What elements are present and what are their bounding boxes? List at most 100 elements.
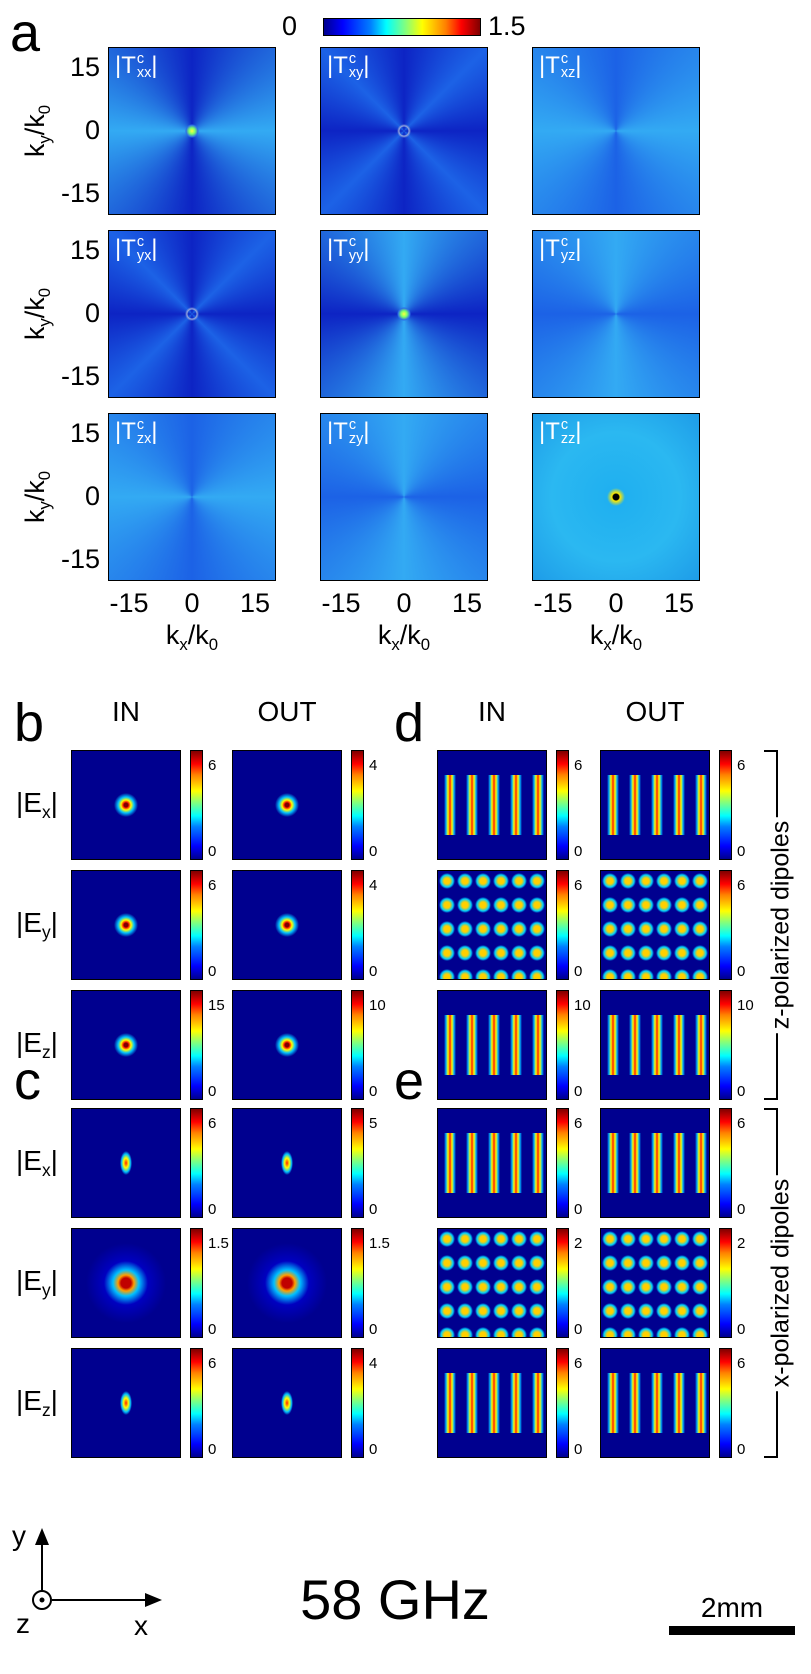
label-text: |T (539, 51, 560, 79)
colorbar (719, 990, 732, 1100)
field-map (232, 1348, 342, 1458)
field-map (232, 1108, 342, 1218)
field-map (232, 990, 342, 1100)
colorbar-max: 4 (369, 1355, 378, 1372)
colorbar-min: 0 (208, 1321, 217, 1338)
label-text: | (151, 234, 158, 262)
y-tick-label: 0 (84, 298, 100, 328)
subscript: x (603, 634, 612, 654)
label-text: |T (115, 234, 136, 262)
label-text: |T (327, 234, 348, 262)
x-tick-label: 15 (239, 588, 271, 618)
sup-sub: c xz (561, 52, 575, 81)
row-label: |Ey| (16, 908, 58, 942)
label-text: |T (115, 51, 136, 79)
y-axis-label: ky/k0 (20, 104, 55, 158)
colorbar (190, 990, 203, 1100)
colorbar-min: 0 (369, 1441, 378, 1458)
label-text: k (20, 143, 51, 158)
colorbar-max: 6 (737, 757, 746, 774)
subscript: 0 (632, 634, 643, 654)
label-text: | (151, 417, 158, 445)
sup-sub: c zz (561, 418, 575, 447)
row-label: |Ez| (16, 1026, 58, 1061)
colorbar-max: 1.5 (208, 1235, 229, 1252)
colorbar-max: 6 (574, 1355, 583, 1372)
label-text: |T (539, 234, 560, 262)
map-label: |T c xz | (539, 52, 582, 81)
colorbar-min: 0 (737, 1321, 746, 1338)
subscript: zz (560, 431, 576, 448)
colorbar-min: 0 (737, 843, 746, 860)
colorbar-max: 1.5 (369, 1235, 390, 1252)
y-tick-label: 15 (69, 235, 100, 265)
colorbar (556, 750, 569, 860)
subscript: 0 (208, 634, 219, 654)
label-text: k (20, 509, 51, 524)
superscript: c (560, 417, 569, 433)
subscript: 0 (420, 634, 431, 654)
colorbar (351, 1228, 364, 1338)
heatmap: |T c yy | (320, 230, 488, 398)
scale-bar (669, 1626, 795, 1635)
colorbar (190, 1228, 203, 1338)
colorbar-max: 6 (574, 1115, 583, 1132)
colorbar-min: 0 (208, 1201, 217, 1218)
label-text: /k (20, 297, 51, 319)
subscript: y (41, 921, 51, 942)
label-text: k (589, 620, 604, 650)
panel-letter: e (394, 1051, 425, 1111)
colorbar-min: 0 (208, 1441, 217, 1458)
label-text: | (50, 1144, 58, 1176)
colorbar-max: 6 (737, 877, 746, 894)
subscript: y (41, 1279, 51, 1300)
colorbar-min: 0 (369, 843, 378, 860)
subscript: yx (136, 248, 152, 265)
map-label: |T c xy | (327, 52, 370, 81)
x-tick-label: -15 (321, 588, 361, 618)
subscript: y (35, 318, 55, 327)
colorbar-min: 0 (737, 963, 746, 980)
x-tick-label: 0 (608, 588, 624, 618)
label-text: | (50, 1384, 58, 1416)
y-tick-label: 0 (84, 115, 100, 145)
field-map (600, 1348, 710, 1458)
label-text: | (50, 1026, 58, 1058)
heatmap: |T c xy | (320, 47, 488, 215)
z-circle (32, 1590, 52, 1610)
subscript: 0 (35, 104, 55, 115)
label-text: |E (16, 786, 42, 818)
colorbar (351, 990, 364, 1100)
column-header: OUT (257, 696, 317, 727)
colorbar (556, 870, 569, 980)
subscript: zy (348, 431, 364, 448)
column-header: OUT (625, 696, 685, 727)
field-map (437, 1228, 547, 1338)
z-dot (39, 1597, 45, 1603)
field-map (600, 1228, 710, 1338)
heatmap: |T c zy | (320, 413, 488, 581)
map-label: |T c yx | (115, 235, 158, 264)
x-tick-label: 0 (184, 588, 200, 618)
y-axis-label: ky/k0 (20, 470, 55, 524)
colorbar-max: 2 (737, 1235, 746, 1252)
y-tick-label: -15 (60, 178, 100, 208)
subscript: x (179, 634, 188, 654)
subscript: 0 (35, 470, 55, 481)
colorbar (190, 870, 203, 980)
label-text: k (20, 326, 51, 341)
label-text: /k (611, 620, 633, 650)
colorbar-max: 10 (369, 997, 386, 1014)
field-map (437, 990, 547, 1100)
colorbar-max: 6 (574, 877, 583, 894)
colorbar-max: 6 (737, 1355, 746, 1372)
label-text: | (363, 51, 370, 79)
heatmap: |T c yx | (108, 230, 276, 398)
field-map (437, 1348, 547, 1458)
colorbar (719, 1108, 732, 1218)
colorbar (351, 750, 364, 860)
subscript: yz (560, 248, 576, 265)
colorbar-min: 0 (208, 1083, 217, 1100)
scale-bar-label: 2mm (700, 1592, 764, 1623)
row-label: |Ex| (16, 786, 58, 821)
